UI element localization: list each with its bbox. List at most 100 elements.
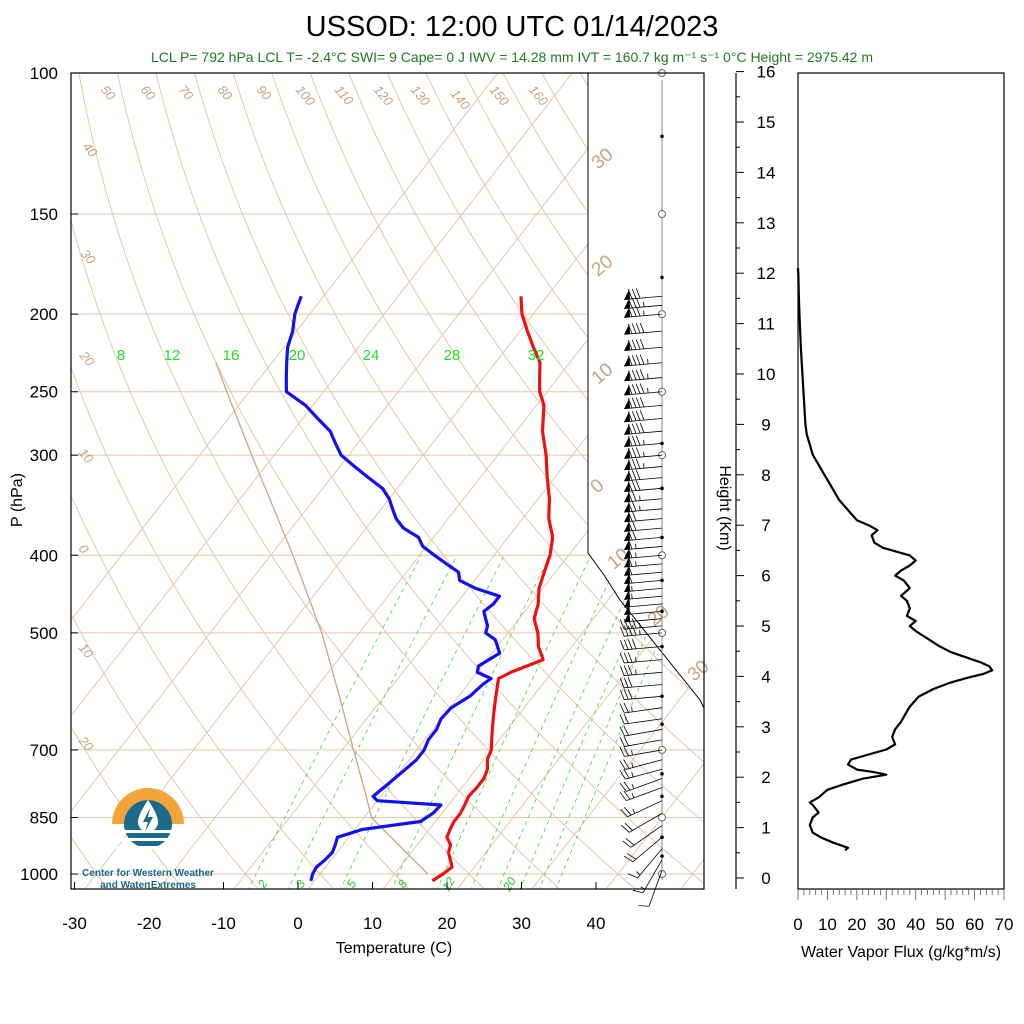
- isotherm-label: 110: [332, 82, 357, 108]
- x-tick-label: 40: [587, 914, 606, 933]
- wind-barb: [624, 295, 663, 300]
- wind-barb-feather: [627, 530, 633, 541]
- wind-barb-feather: [627, 370, 633, 381]
- isotherm-line: [158, 189, 704, 889]
- wind-barb: [625, 759, 663, 770]
- wind-barb-feather: [635, 410, 641, 421]
- height-tick-label: 5: [761, 617, 770, 636]
- wind-barb-feather: [627, 511, 633, 522]
- wind-barb-feather: [624, 822, 633, 831]
- wind-barb-feather: [627, 689, 633, 700]
- logo-sun-arc: [112, 788, 184, 824]
- height-tick-label: 0: [761, 869, 770, 888]
- wind-barb-feather: [635, 458, 641, 469]
- wind-barb-feather: [639, 397, 645, 408]
- wind-barb-feather: [627, 677, 633, 688]
- isotherm-label: 60: [138, 82, 159, 103]
- wind-barb-pennant: [624, 481, 631, 492]
- wind-barb: [624, 563, 663, 568]
- isotherm-label: 80: [215, 82, 236, 103]
- dry-adiabat: [155, 73, 704, 885]
- wind-barb-feather: [631, 458, 637, 469]
- mixing-ratio-line: [538, 555, 683, 889]
- wind-barb-pennant: [624, 565, 631, 576]
- wind-barb-feather: [623, 725, 629, 736]
- wind-barb-feather: [627, 548, 633, 559]
- wind-barb-feather: [627, 520, 633, 531]
- wind-barb-feather: [639, 354, 645, 365]
- wind-barb-feather: [639, 383, 645, 394]
- isotherm-label: 150: [487, 82, 513, 109]
- wind-barb-feather: [619, 782, 627, 792]
- wind-barb-feather: [627, 853, 637, 860]
- wind-barb-feather: [627, 340, 633, 351]
- mixing-ratio-label: 12: [164, 347, 181, 364]
- dry-adiabat: [71, 494, 335, 889]
- mixing-ratio-label: 20: [500, 874, 519, 894]
- wind-barb-feather: [619, 653, 625, 664]
- wind-barb: [630, 825, 663, 848]
- wind-barb-feather: [627, 447, 633, 458]
- isotherm-line: [233, 285, 704, 889]
- wind-barb-feather: [623, 689, 629, 700]
- wind-barb-feather: [620, 808, 628, 818]
- wind-barb-feather: [627, 491, 633, 502]
- wind-barb-feather: [627, 459, 633, 470]
- wind-barb: [624, 632, 663, 637]
- wind-barb: [626, 787, 663, 801]
- dry-adiabat: [71, 613, 259, 889]
- isotherm-label: 70: [176, 82, 197, 103]
- wind-barb: [624, 418, 663, 423]
- wind-barb-pennant: [624, 398, 631, 409]
- wind-barb: [624, 442, 663, 448]
- wind-barb: [624, 391, 663, 396]
- isotherm-label: 100: [293, 82, 319, 109]
- barb-level-dot: [660, 794, 664, 799]
- chart-subtitle: LCL P= 792 hPa LCL T= -2.4°C SWI= 9 Cape…: [151, 49, 873, 65]
- wind-barb-pennant: [624, 556, 631, 568]
- barb-level-dot: [660, 275, 664, 280]
- mixing-ratio-label: 8: [117, 347, 125, 364]
- wind-barb-pennant: [624, 384, 631, 396]
- chart-title: USSOD: 12:00 UTC 01/14/2023: [306, 11, 719, 43]
- wind-barb-feather: [627, 436, 633, 447]
- wind-barb: [642, 859, 663, 893]
- wind-barb-feather: [631, 384, 637, 395]
- wind-barb: [624, 466, 663, 471]
- wind-barb-feather: [627, 306, 633, 317]
- wind-barb-feather: [639, 339, 645, 349]
- wind-barb-feather: [631, 355, 637, 366]
- height-tick-label: 4: [761, 667, 770, 686]
- wind-barb-feather: [623, 713, 629, 724]
- water-vapor-flux-line: [796, 268, 994, 852]
- wind-barb: [624, 671, 663, 677]
- dry-adiabat: [71, 835, 108, 889]
- wind-barb-feather: [631, 339, 637, 350]
- wind-barb-feather: [631, 447, 637, 458]
- isotherm-label: 90: [254, 82, 275, 103]
- dry-adiabat: [71, 726, 184, 889]
- wind-barb-pennant: [624, 323, 631, 335]
- y-tick-label: 400: [30, 546, 58, 565]
- lightning-icon: [143, 808, 153, 832]
- barb-level-dot: [660, 722, 664, 726]
- wind-barb-feather: [619, 714, 625, 725]
- height-tick-label: 6: [761, 567, 770, 586]
- temperature-profile-line: [431, 296, 555, 883]
- wind-barb-feather: [631, 511, 637, 522]
- wind-barb-pennant: [624, 530, 631, 541]
- wind-barb: [624, 537, 663, 542]
- flux-x-tick-label: 30: [877, 915, 896, 934]
- height-tick-label: 9: [761, 415, 770, 434]
- y-tick-label: 700: [30, 741, 58, 760]
- wind-barb-feather: [635, 354, 641, 365]
- y-tick-label: 850: [30, 808, 58, 827]
- wind-barb-feather: [619, 736, 625, 747]
- wind-barb: [626, 778, 663, 792]
- plot-right-boundary: [587, 73, 704, 709]
- isotherm-line: [816, 36, 1024, 907]
- wind-barb-feather: [631, 480, 637, 491]
- flux-x-tick-label: 10: [818, 915, 837, 934]
- wind-barb-feather: [635, 383, 641, 394]
